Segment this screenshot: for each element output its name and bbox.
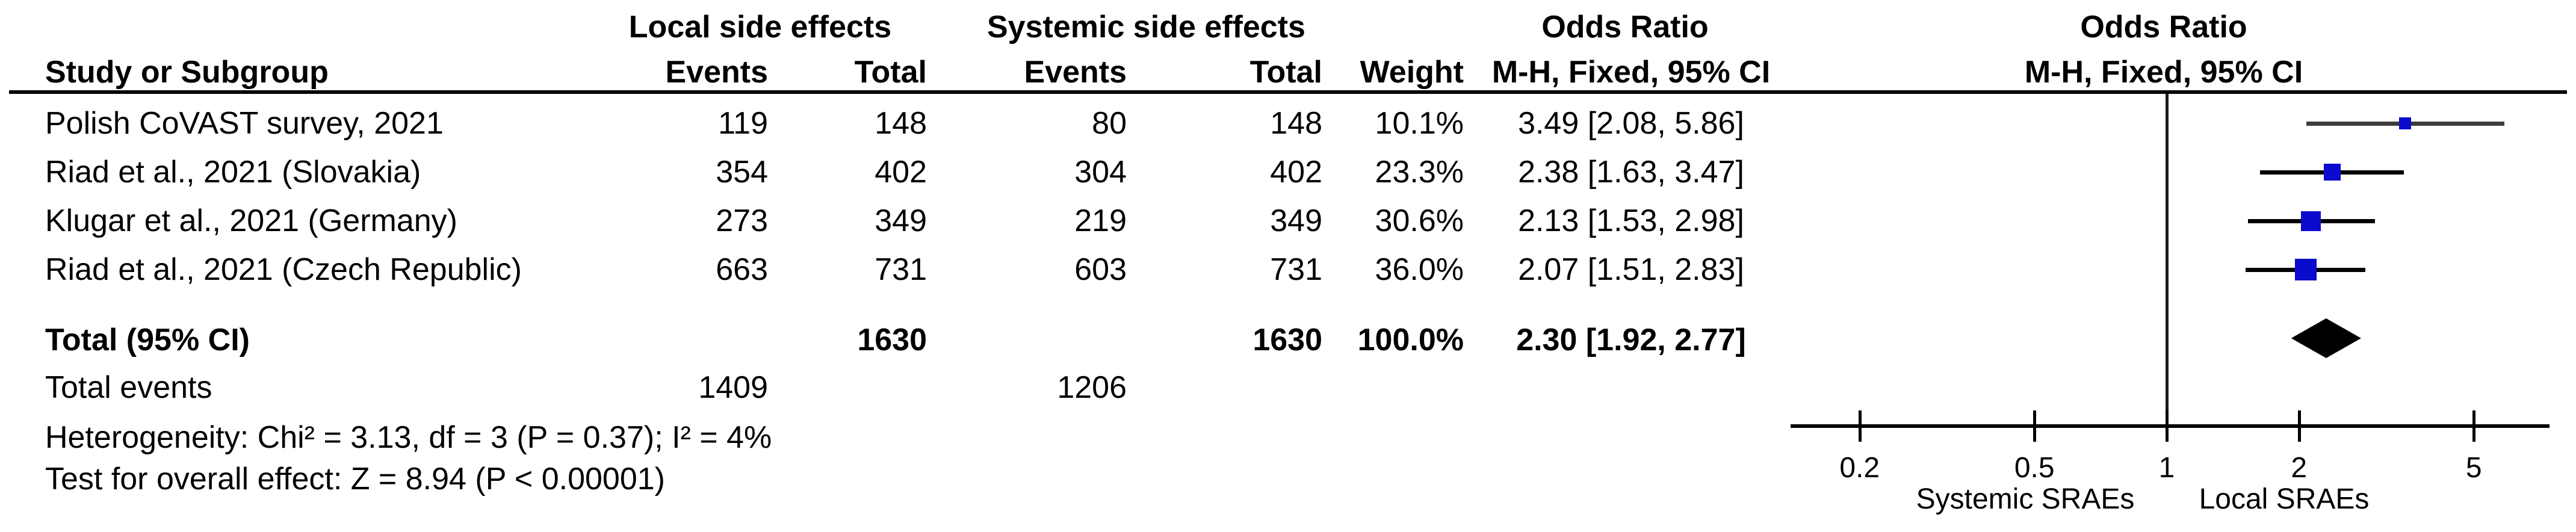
study-weight: 23.3%	[1375, 155, 1464, 190]
group-header-odds-ratio-plot: Odds Ratio	[2080, 10, 2247, 45]
study-name: Klugar et al., 2021 (Germany)	[45, 203, 457, 238]
total-events-label: Total events	[45, 370, 212, 405]
total-row-label: Total (95% CI)	[45, 323, 250, 357]
or-marker	[2301, 211, 2321, 231]
col-header-or-ci-plot: M-H, Fixed, 95% CI	[2024, 55, 2303, 90]
group-header-systemic: Systemic side effects	[987, 10, 1305, 45]
col-header-events-local: Events	[665, 55, 768, 90]
study-name: Riad et al., 2021 (Slovakia)	[45, 155, 421, 190]
study-total-systemic: 731	[1270, 252, 1322, 287]
study-name: Polish CoVAST survey, 2021	[45, 106, 444, 141]
study-events-systemic: 80	[1092, 106, 1127, 141]
header-rule	[9, 90, 2567, 94]
x-tick-label: 0.2	[1839, 452, 1880, 484]
col-header-events-systemic: Events	[1024, 55, 1127, 90]
study-or-ci-text: 2.07 [1.51, 2.83]	[1518, 252, 1744, 287]
total-row-total-systemic: 1630	[1252, 323, 1322, 357]
total-events-local: 1409	[698, 370, 768, 405]
study-or-ci-text: 3.49 [2.08, 5.86]	[1518, 106, 1744, 141]
x-axis-tick	[2472, 410, 2476, 442]
study-weight: 10.1%	[1375, 106, 1464, 141]
x-tick-label: 1	[2158, 452, 2175, 484]
axis-label-right: Local SRAEs	[2199, 483, 2370, 515]
study-events-local: 273	[716, 203, 768, 238]
total-row-total-local: 1630	[857, 323, 927, 357]
study-or-ci-text: 2.38 [1.63, 3.47]	[1518, 155, 1744, 190]
null-effect-line	[2166, 94, 2169, 427]
study-events-systemic: 603	[1074, 252, 1127, 287]
col-header-study: Study or Subgroup	[45, 55, 329, 90]
total-row-weight: 100.0%	[1357, 323, 1464, 357]
study-weight: 30.6%	[1375, 203, 1464, 238]
study-weight: 36.0%	[1375, 252, 1464, 287]
study-total-local: 402	[875, 155, 927, 190]
study-events-local: 354	[716, 155, 768, 190]
study-events-local: 663	[716, 252, 768, 287]
x-axis-tick	[2297, 410, 2301, 442]
study-events-systemic: 304	[1074, 155, 1127, 190]
study-total-systemic: 148	[1270, 106, 1322, 141]
group-header-odds-ratio-text: Odds Ratio	[1541, 10, 1709, 45]
x-axis-line	[1791, 424, 2550, 428]
study-total-systemic: 402	[1270, 155, 1322, 190]
study-total-local: 148	[875, 106, 927, 141]
study-name: Riad et al., 2021 (Czech Republic)	[45, 252, 522, 287]
total-row-or-ci: 2.30 [1.92, 2.77]	[1516, 323, 1746, 357]
col-header-weight: Weight	[1360, 55, 1464, 90]
study-total-local: 349	[875, 203, 927, 238]
heterogeneity-stat: Heterogeneity: Chi² = 3.13, df = 3 (P = …	[45, 420, 772, 455]
study-or-ci-text: 2.13 [1.53, 2.98]	[1518, 203, 1744, 238]
x-axis-tick	[2033, 410, 2037, 442]
overall-effect-stat: Test for overall effect: Z = 8.94 (P < 0…	[45, 462, 665, 496]
or-marker	[2323, 164, 2341, 181]
group-header-local: Local side effects	[628, 10, 892, 45]
summary-diamond	[2291, 318, 2361, 358]
x-tick-label: 0.5	[2014, 452, 2055, 484]
col-header-total-systemic: Total	[1249, 55, 1322, 90]
study-events-local: 119	[718, 106, 768, 141]
study-total-local: 731	[875, 252, 927, 287]
or-marker	[2399, 117, 2412, 129]
x-tick-label: 2	[2291, 452, 2308, 484]
x-axis-tick	[2166, 410, 2169, 442]
study-events-systemic: 219	[1074, 203, 1127, 238]
or-marker	[2294, 259, 2317, 280]
axis-label-left: Systemic SRAEs	[1916, 483, 2135, 515]
x-axis-tick	[1858, 410, 1862, 442]
col-header-or-ci: M-H, Fixed, 95% CI	[1491, 55, 1771, 90]
study-total-systemic: 349	[1270, 203, 1322, 238]
col-header-total-local: Total	[854, 55, 927, 90]
x-tick-label: 5	[2465, 452, 2482, 484]
total-events-systemic: 1206	[1057, 370, 1127, 405]
